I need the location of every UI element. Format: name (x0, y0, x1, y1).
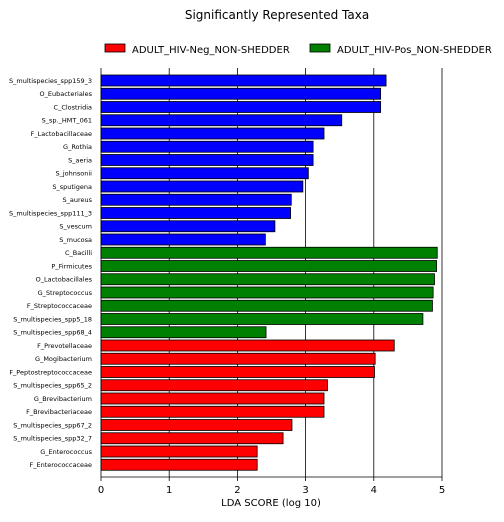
legend-label-hiv-pos: ADULT_HIV-Pos_NON-SHEDDER (337, 45, 492, 56)
category-label: O_Lactobacillales (36, 276, 93, 284)
category-label: S_multispecies_spp65_2 (13, 382, 92, 390)
bar-7 (100, 167, 309, 180)
bar-12 (100, 233, 266, 246)
category-label: S_sputigena (52, 183, 92, 191)
bar-19 (100, 326, 267, 339)
bar-11 (100, 220, 276, 233)
x-tick-label: 0 (98, 485, 104, 496)
bar-29 (100, 458, 258, 471)
category-label: F_Brevibacteriaceae (26, 408, 92, 416)
x-tick-label: 2 (234, 485, 240, 496)
bar-1 (100, 87, 382, 100)
category-label: F_Lactobacillaceae (31, 130, 92, 138)
legend-swatch-hiv-neg (104, 43, 126, 53)
category-label: F_Enterococcaceae (29, 461, 92, 469)
x-axis-title: LDA SCORE (log 10) (221, 498, 321, 509)
bar-0 (100, 74, 387, 87)
bar-17 (100, 299, 433, 312)
category-label: S_vescum (59, 223, 92, 231)
category-label: S_multispecies_spp67_2 (13, 421, 92, 429)
category-label: C_Clostridia (54, 103, 92, 111)
category-label: S_multispecies_spp111_3 (9, 209, 92, 217)
category-labels: S_multispecies_spp159_3 O_Eubacteriales C_… (9, 77, 93, 469)
bar-27 (100, 432, 284, 445)
bar-9 (100, 193, 292, 206)
bar-16 (100, 286, 434, 299)
category-label: F_Streptococcaceae (27, 302, 92, 310)
category-label: P_Firmicutes (51, 262, 92, 270)
chart-title: Significantly Represented Taxa (185, 8, 369, 22)
legend: ADULT_HIV-Neg_NON-SHEDDER ADULT_HIV-Pos_… (104, 43, 492, 56)
bar-14 (100, 260, 437, 272)
x-tick-label: 4 (371, 485, 377, 496)
bar-2 (100, 101, 382, 113)
category-label: S_johnsonii (56, 170, 93, 178)
bar-26 (100, 419, 293, 431)
category-label: G_Brevibacterium (34, 395, 92, 403)
bar-24 (100, 392, 325, 405)
bar-13 (100, 246, 438, 259)
category-label: F_Peptostreptococcaceae (9, 368, 92, 376)
bar-23 (100, 379, 328, 392)
x-tick-label: 3 (302, 485, 308, 496)
category-label: S_multispecies_spp32_7 (13, 435, 92, 443)
category-label: F_Prevotellaceae (37, 342, 92, 350)
category-label: O_Eubacteriales (40, 90, 93, 98)
bar-8 (100, 180, 304, 193)
category-label: S_multispecies_spp159_3 (9, 77, 92, 85)
category-label: S_aureus (62, 196, 92, 204)
bar-10 (100, 207, 291, 219)
bar-18 (100, 313, 424, 325)
category-label: G_Streptococcus (38, 289, 93, 297)
bar-20 (100, 339, 395, 352)
x-axis: 0 1 2 3 4 5 (98, 476, 445, 496)
bar-22 (100, 366, 375, 378)
category-label: C_Bacilli (65, 249, 92, 257)
bar-6 (100, 154, 314, 166)
bar-3 (100, 114, 343, 127)
category-label: S_sp._HMT_061 (42, 117, 92, 125)
category-label: S_mucosa (59, 236, 92, 244)
legend-swatch-hiv-pos (309, 43, 331, 53)
x-tick-label: 5 (439, 485, 445, 496)
bar-21 (100, 352, 376, 365)
bar-25 (100, 405, 325, 418)
category-label: S_multispecies_spp68_4 (13, 329, 92, 337)
bar-28 (100, 445, 258, 458)
category-label: S_aeria (68, 156, 92, 164)
bar-15 (100, 273, 435, 286)
category-label: G_Rothia (63, 143, 92, 151)
x-tick-label: 1 (166, 485, 172, 496)
category-label: S_multispecies_spp5_18 (13, 315, 92, 323)
bar-4 (100, 127, 325, 140)
bars (100, 74, 438, 471)
category-label: G_Mogibacterium (35, 355, 92, 363)
category-label: G_Enterococcus (40, 448, 92, 456)
legend-label-hiv-neg: ADULT_HIV-Neg_NON-SHEDDER (132, 45, 290, 56)
bar-5 (100, 140, 314, 153)
